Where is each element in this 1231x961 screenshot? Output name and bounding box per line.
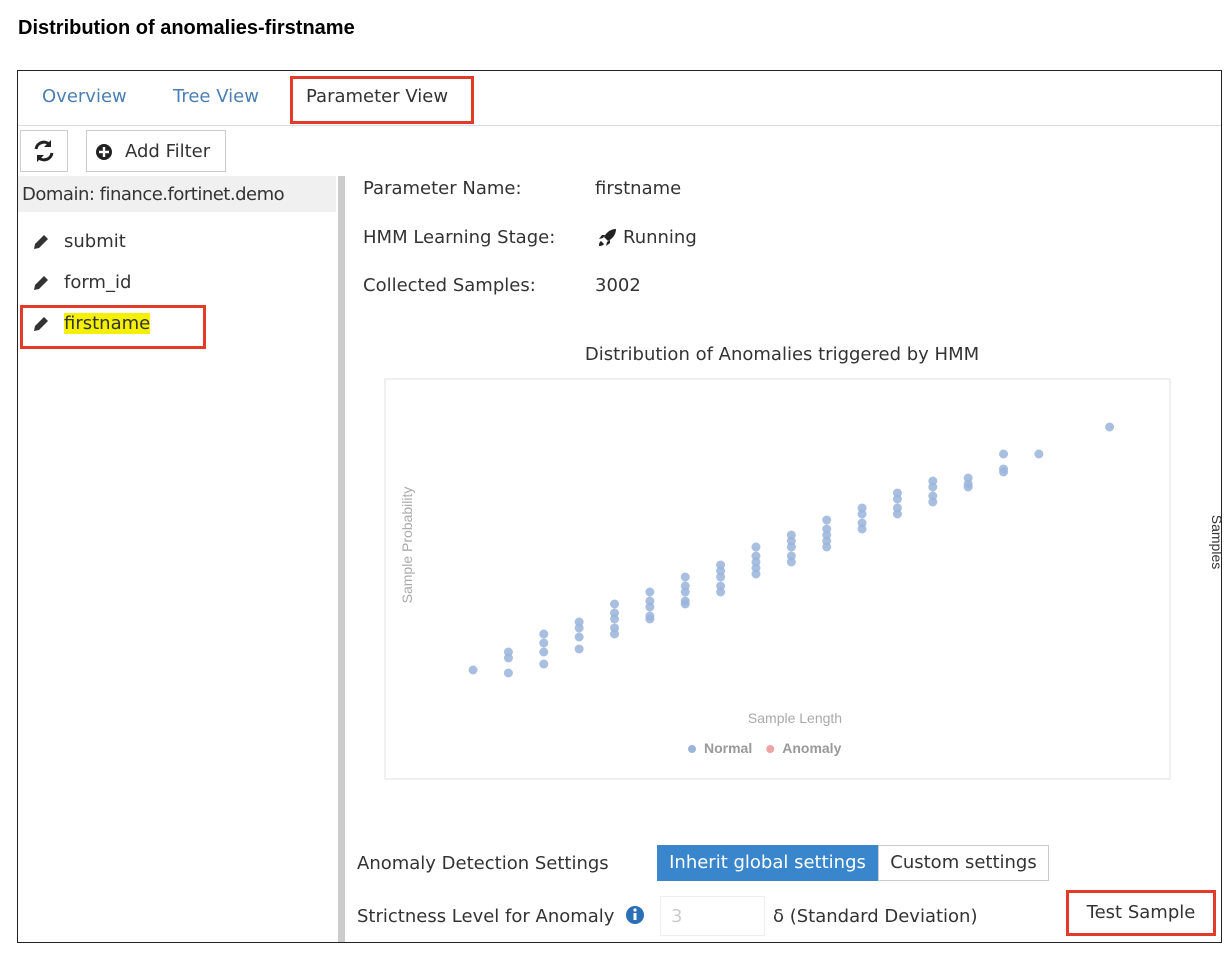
- unit-label: δ (Standard Deviation): [773, 906, 978, 927]
- point: [610, 599, 620, 609]
- tab-divider: [18, 125, 1221, 126]
- point: [680, 587, 690, 597]
- plus-icon: [96, 144, 112, 160]
- point: [822, 515, 832, 525]
- add-filter-label: Add Filter: [125, 141, 211, 162]
- detail-value: Running: [623, 226, 697, 248]
- highlight-box: [1066, 890, 1216, 936]
- pencil: [32, 274, 50, 297]
- point: [751, 569, 761, 579]
- point: [503, 653, 513, 663]
- point: [999, 467, 1009, 477]
- point: [645, 614, 655, 624]
- splitter: [338, 176, 345, 942]
- parameter-item[interactable]: firstname: [64, 313, 151, 334]
- tab[interactable]: Overview: [42, 86, 127, 107]
- point: [574, 623, 584, 633]
- point: [963, 482, 973, 492]
- point: [892, 509, 902, 519]
- parameter-item[interactable]: form_id: [64, 272, 132, 293]
- highlight-box: [290, 76, 474, 124]
- detail-label: HMM Learning Stage:: [363, 226, 556, 248]
- point: [539, 638, 549, 648]
- point: [645, 602, 655, 612]
- point: [610, 614, 620, 624]
- legend-label: Normal: [704, 740, 752, 756]
- point: [574, 644, 584, 654]
- chart-frame: [384, 378, 1171, 780]
- refresh-icon: [34, 140, 54, 162]
- point: [716, 587, 726, 597]
- option-button[interactable]: Inherit global settings: [657, 845, 878, 881]
- point: [1034, 449, 1044, 459]
- detail-value: 3002: [595, 275, 641, 296]
- highlight-box: [20, 305, 206, 349]
- parameter-item[interactable]: submit: [64, 231, 126, 252]
- info-icon[interactable]: [625, 905, 645, 925]
- point: [680, 599, 690, 609]
- point: [539, 659, 549, 669]
- test-sample-button[interactable]: Test Sample: [1086, 902, 1196, 923]
- point: [574, 632, 584, 642]
- detail-value: firstname: [595, 178, 682, 199]
- legend-marker: [688, 745, 696, 753]
- chart-title: Distribution of Anomalies triggered by H…: [585, 344, 979, 365]
- point: [786, 557, 796, 567]
- point: [786, 542, 796, 552]
- point: [1105, 422, 1115, 432]
- point: [857, 509, 867, 519]
- point: [680, 572, 690, 582]
- x-axis-title: Sample Length: [748, 710, 842, 726]
- domain-header: [18, 176, 336, 212]
- pencil-icon: [34, 276, 48, 290]
- point: [645, 587, 655, 597]
- tab[interactable]: Parameter View: [306, 86, 449, 107]
- refresh-button[interactable]: [20, 130, 68, 172]
- point: [928, 482, 938, 492]
- panel: [17, 70, 1222, 943]
- page-title: Distribution of anomalies-firstname: [18, 17, 355, 39]
- point: [503, 668, 513, 678]
- point: [610, 629, 620, 639]
- point: [539, 629, 549, 639]
- point: [751, 542, 761, 552]
- add-filter-button[interactable]: Add Filter: [86, 130, 226, 172]
- option-button[interactable]: Custom settings: [878, 845, 1049, 881]
- point: [468, 665, 478, 675]
- point: [999, 449, 1009, 459]
- legend-label: Anomaly: [782, 740, 841, 756]
- legend-marker: [766, 745, 775, 753]
- strictness-input[interactable]: 3: [660, 896, 765, 936]
- point: [539, 647, 549, 657]
- pencil-icon: [34, 317, 48, 331]
- pencil: [32, 233, 50, 256]
- strictness-label: Strictness Level for Anomaly: [357, 906, 615, 927]
- y2-axis-title: Samples: [1209, 515, 1225, 569]
- point: [857, 524, 867, 534]
- domain-label: Domain: finance.fortinet.demo: [22, 184, 285, 205]
- point: [892, 494, 902, 504]
- y-axis-title: Sample Probability: [399, 487, 415, 604]
- tab[interactable]: Tree View: [173, 86, 259, 107]
- point: [716, 572, 726, 582]
- detail-label: Collected Samples:: [363, 275, 536, 296]
- point: [928, 497, 938, 507]
- pencil: [32, 315, 50, 338]
- rocket-icon: [599, 228, 616, 246]
- rocket-icon: [597, 228, 617, 253]
- pencil-icon: [34, 235, 48, 249]
- point: [822, 542, 832, 552]
- detail-label: Parameter Name:: [363, 178, 522, 199]
- settings-label: Anomaly Detection Settings: [357, 853, 609, 874]
